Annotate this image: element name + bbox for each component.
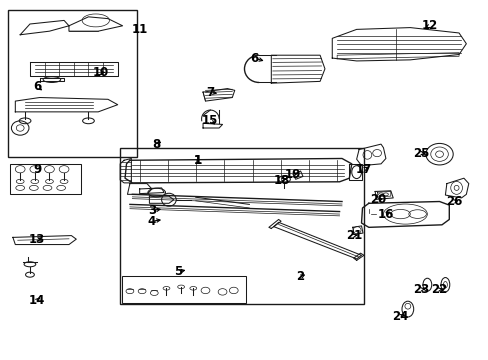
Text: 3: 3 — [147, 204, 156, 217]
Text: 17: 17 — [355, 163, 371, 176]
Text: 7: 7 — [206, 86, 214, 99]
Text: 23: 23 — [412, 283, 428, 296]
Text: 5: 5 — [174, 265, 183, 278]
Text: 19: 19 — [285, 168, 301, 181]
Text: 1: 1 — [194, 154, 202, 167]
Text: 24: 24 — [391, 310, 408, 323]
Text: 2: 2 — [296, 270, 304, 283]
Text: 14: 14 — [29, 294, 45, 307]
Text: 6: 6 — [250, 51, 258, 64]
Bar — [122, 276, 245, 303]
Text: 6: 6 — [33, 80, 41, 93]
Bar — [8, 10, 137, 157]
Bar — [10, 164, 81, 194]
Text: 11: 11 — [131, 23, 147, 36]
Text: 26: 26 — [445, 195, 462, 208]
Text: 21: 21 — [346, 229, 362, 242]
Text: 10: 10 — [92, 66, 108, 79]
Text: 20: 20 — [370, 193, 386, 206]
Text: 1: 1 — [194, 154, 202, 167]
Text: 9: 9 — [33, 163, 41, 176]
Text: 13: 13 — [29, 233, 45, 246]
Text: 22: 22 — [430, 283, 447, 296]
Text: 15: 15 — [202, 114, 218, 127]
Text: 8: 8 — [152, 138, 161, 150]
Text: 4: 4 — [147, 215, 156, 228]
Text: 12: 12 — [421, 19, 437, 32]
Text: 16: 16 — [377, 208, 393, 221]
Text: 25: 25 — [412, 147, 428, 159]
Text: 18: 18 — [273, 174, 290, 186]
Bar — [120, 148, 363, 304]
